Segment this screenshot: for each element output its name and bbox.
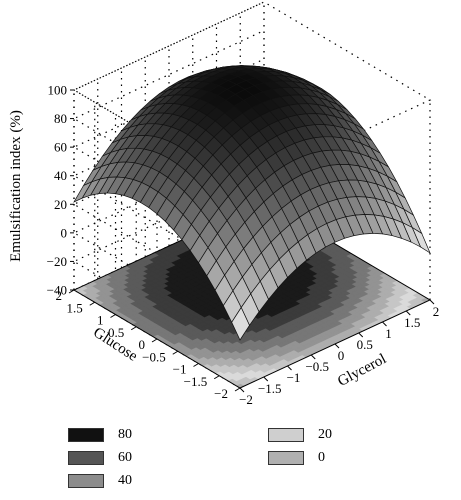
glucose-tick-label: −0.5 (142, 349, 166, 364)
z-axis-title: Emulsification index (%) (8, 110, 24, 262)
z-tick-label: 80 (54, 111, 67, 126)
legend-swatch-20 (268, 428, 304, 442)
legend-label-20: 20 (318, 427, 332, 442)
glucose-tick-label: 2 (56, 288, 63, 303)
glycerol-tick-label: 0.5 (357, 337, 373, 352)
legend-label-0: 0 (318, 450, 325, 465)
legend-item-60: 60 (68, 449, 132, 467)
glucose-tick-mark (110, 314, 116, 318)
glycerol-tick-label: −0.5 (305, 359, 329, 374)
legend-label-80: 80 (118, 427, 132, 442)
glycerol-tick-label: −1 (287, 370, 301, 385)
legend-item-40: 40 (68, 472, 132, 490)
glucose-tick-label: 1.5 (67, 300, 83, 315)
glucose-tick-label: 1 (97, 313, 104, 328)
glycerol-tick-label: 0 (338, 348, 345, 363)
glucose-tick-mark (172, 350, 179, 355)
glucose-tick-label: −1.5 (184, 374, 208, 389)
glucose-tick-label: 0 (139, 337, 146, 352)
legend-label-40: 40 (118, 473, 132, 488)
gridline-z (72, 1, 265, 189)
glycerol-tick-mark (263, 376, 269, 382)
floor-contour (72, 201, 432, 389)
glycerol-tick-mark (287, 365, 292, 371)
glucose-tick-mark (213, 375, 220, 380)
gridline-z (72, 30, 265, 218)
glycerol-tick-mark (334, 343, 340, 349)
glycerol-tick-mark (310, 354, 316, 360)
z-tick-label: 20 (54, 197, 67, 212)
legend-item-80: 80 (68, 426, 132, 444)
legend-swatch-60 (68, 451, 104, 465)
glycerol-tick-mark (382, 321, 387, 327)
glycerol-tick-label: −1.5 (258, 381, 282, 396)
legend-swatch-80 (68, 428, 104, 442)
glycerol-tick-mark (405, 310, 411, 316)
glycerol-tick-mark (429, 299, 435, 305)
legend-item-0: 0 (268, 449, 325, 467)
glucose-tick-mark (151, 338, 158, 343)
z-tick-label: 40 (54, 168, 67, 183)
surface-patch (231, 306, 250, 341)
glucose-tick-mark (89, 301, 96, 306)
glycerol-tick-label: 1.5 (404, 315, 420, 330)
z-tick-label: 0 (61, 225, 68, 240)
glucose-tick-label: −2 (214, 386, 228, 401)
glycerol-tick-label: 2 (433, 304, 440, 319)
z-tick-label: 100 (48, 83, 68, 98)
z-tick-label: −20 (47, 254, 67, 269)
glycerol-tick-mark (358, 332, 364, 338)
glucose-tick-mark (130, 326, 137, 331)
z-tick-label: 60 (54, 140, 67, 155)
legend-label-60: 60 (118, 450, 132, 465)
glucose-tick-label: −1 (173, 362, 187, 377)
glucose-tick-mark (68, 289, 75, 294)
glucose-tick-mark (193, 363, 199, 367)
z-axis: 100 80 60 40 20 0 −20 −40 Emulsification index (… (8, 83, 74, 298)
z-tick-label: −40 (47, 283, 67, 298)
glycerol-tick-mark (239, 387, 245, 393)
glucose-tick-label: 0.5 (108, 325, 124, 340)
glycerol-tick-label: 1 (385, 326, 392, 341)
legend-swatch-40 (68, 474, 104, 488)
legend-swatch-0 (268, 451, 304, 465)
legend-item-20: 20 (268, 426, 332, 444)
surface-mesh (73, 65, 431, 341)
glycerol-tick-label: −2 (239, 392, 253, 407)
legend: 80 60 40 20 0 (0, 418, 461, 500)
glucose-tick-mark (234, 387, 241, 392)
